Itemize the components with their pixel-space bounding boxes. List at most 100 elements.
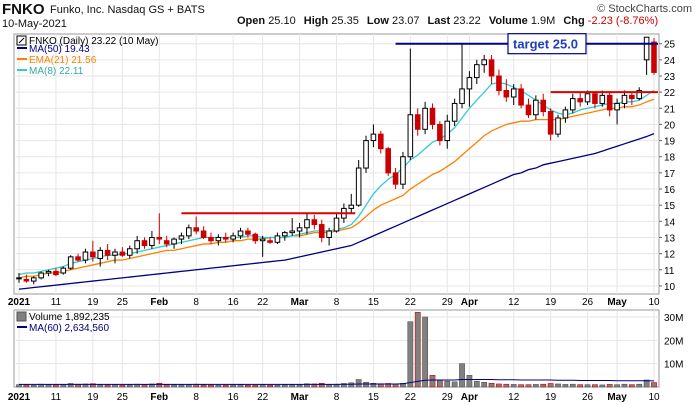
candle-body (562, 109, 569, 119)
candle-body (178, 235, 185, 240)
volume-label: Volume (488, 15, 528, 27)
candle-body (599, 94, 606, 104)
candle-body (90, 251, 96, 258)
price-tick-label: 12 (664, 250, 676, 261)
volume-bar (45, 384, 52, 388)
copyright-credit: © StockCharts.com (597, 3, 692, 15)
candle-body (540, 99, 547, 113)
candle-body (422, 107, 428, 130)
candle-body (171, 238, 177, 245)
volume-bar (451, 381, 458, 388)
candle-body (222, 236, 229, 240)
legend-price: FNKO (Daily) 23.22 (10 May) (29, 36, 158, 47)
volume-bar (636, 383, 643, 388)
volume-bar (599, 384, 606, 388)
volume-bar (304, 383, 310, 388)
volume-legend-swatch (16, 311, 27, 322)
candle-body (252, 233, 259, 242)
candle-body (67, 256, 74, 269)
price-tick-label: 11 (664, 266, 675, 277)
volume-date-tick-label: May (607, 392, 627, 403)
candle-body (651, 41, 657, 73)
candle-body (437, 123, 443, 142)
candle-body (488, 59, 495, 77)
volume-value: 1.9M (530, 15, 556, 27)
candle-body (237, 230, 244, 237)
volume-bar (112, 384, 118, 388)
volume-date-tick-label: 22 (405, 392, 417, 403)
volume-bar (259, 384, 266, 388)
candle-body (474, 64, 480, 79)
volume-bar (237, 384, 244, 388)
volume-bar (540, 383, 547, 388)
volume-bar (89, 383, 96, 388)
candle-body (355, 167, 362, 206)
date-tick-label: 22 (405, 297, 417, 308)
candle-body (208, 236, 214, 242)
volume-date-tick-label: 19 (545, 392, 557, 403)
volume-bar (503, 383, 510, 388)
volume-bar (222, 384, 229, 388)
candle-body (75, 256, 81, 261)
volume-date-tick-label: 25 (117, 392, 129, 403)
volume-bar (628, 384, 635, 388)
volume-bar (274, 384, 281, 388)
volume-date-tick-label: 22 (257, 392, 269, 403)
candle-body (230, 235, 236, 240)
candle-body (547, 111, 554, 135)
volume-bar (363, 382, 369, 388)
volume-bar (30, 384, 37, 388)
chart-header: FNKO Funko, Inc. Nasdaq GS + BATS © Stoc… (0, 0, 700, 34)
volume-bar (215, 384, 222, 388)
volume-bar (606, 384, 613, 388)
price-tick-label: 20 (664, 120, 676, 131)
candle-body (16, 277, 22, 280)
date-tick-label: 2021 (8, 297, 31, 308)
candle-body (459, 88, 465, 104)
volume-bar (267, 384, 273, 388)
legend-ma50: MA(50) 19.43 (29, 44, 90, 55)
volume-legend: Volume 1,892,235 MA(60) 2,634,560 (16, 311, 110, 334)
candle-body (289, 230, 295, 234)
volume-bar (230, 384, 237, 388)
volume-bar (444, 380, 451, 388)
volume-bar (496, 383, 502, 388)
volume-bar (156, 382, 163, 388)
volume-bar (141, 384, 148, 388)
candle-body (45, 270, 52, 274)
volume-bar (569, 383, 576, 388)
volume-bar (23, 384, 30, 388)
candle-body (518, 88, 524, 106)
volume-bar (245, 384, 251, 388)
open-label: Open (237, 15, 266, 27)
volume-bar (104, 384, 111, 388)
candle-body (555, 117, 561, 135)
candle-body (215, 236, 222, 242)
date-tick-label: 26 (582, 297, 594, 308)
date-tick-label: 8 (334, 297, 340, 308)
candle-body (126, 248, 133, 256)
candle-body (311, 219, 318, 226)
price-tick-label: 24 (664, 56, 676, 67)
candle-body (636, 90, 643, 100)
volume-bar (547, 383, 554, 388)
candle-body (385, 148, 391, 174)
volume-date-tick-label: 11 (51, 392, 62, 403)
volume-date-tick-label: 29 (442, 392, 454, 403)
volume-bar (208, 384, 214, 388)
candle-body (629, 94, 635, 100)
volume-bar (119, 384, 126, 388)
date-tick-label: Apr (461, 297, 478, 308)
price-tick-label: 13 (664, 233, 676, 244)
ticker-symbol: FNKO (2, 1, 45, 18)
volume-date-tick-label: 10 (648, 392, 660, 403)
high-value: 25.35 (331, 15, 359, 27)
volume-bar (436, 379, 443, 388)
legend-ma8: MA(8) 22.11 (29, 66, 84, 77)
legend-volume: Volume 1,892,235 (29, 312, 110, 323)
low-value: 23.07 (391, 15, 420, 27)
volume-bars (16, 312, 657, 388)
candle-body (119, 251, 126, 256)
volume-bar (281, 384, 288, 388)
volume-bar (370, 382, 377, 388)
